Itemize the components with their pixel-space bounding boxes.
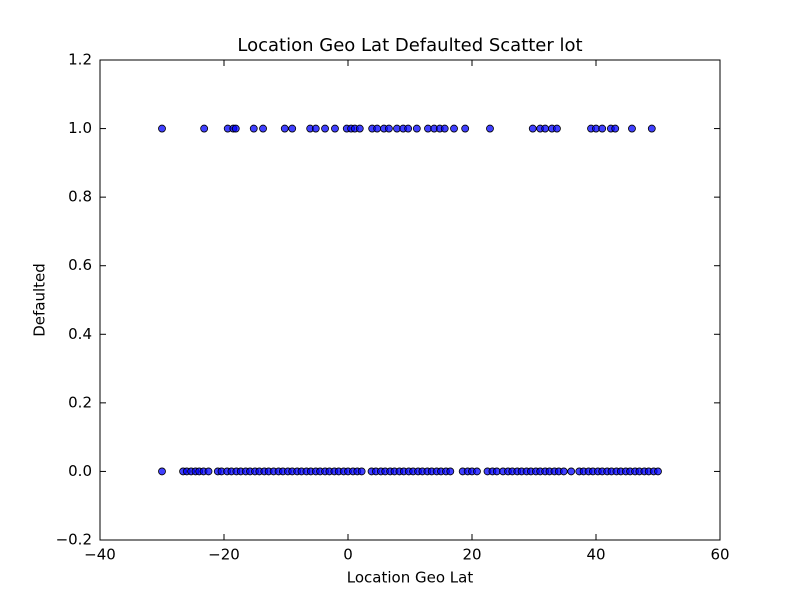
point [598,124,607,133]
point [373,124,382,133]
point [331,124,339,133]
axes-frame [99,59,721,541]
point [473,467,481,476]
chart-title: Location Geo Lat Defaulted Scatter lot [237,35,582,56]
point [528,124,537,133]
y-axis-label: Defaulted [31,263,49,337]
point [628,124,636,133]
point [450,124,458,133]
point [404,124,413,133]
point [461,124,470,133]
point [200,124,209,133]
x-tick-label: 20 [462,546,481,564]
y-tick-label: 0.8 [68,188,92,206]
point [231,124,240,133]
point [541,124,550,133]
x-tick-label: −40 [84,546,116,564]
point [446,467,455,476]
y-tick-label: 0.6 [68,256,92,274]
point [357,467,366,476]
point [486,124,494,133]
y-tick-label: 0.4 [68,325,92,343]
point [249,124,258,133]
x-tick-label: 0 [343,546,353,564]
point [158,467,166,476]
point [385,124,393,133]
point [288,124,297,133]
point [567,467,576,476]
plot-area [158,124,662,476]
point [158,124,166,133]
point [280,124,289,133]
x-tick-label: 60 [710,546,729,564]
point [311,124,320,133]
x-tick-label: 40 [586,546,605,564]
y-tick-label: −0.2 [56,531,92,549]
y-tick-label: 1.2 [68,51,92,69]
point [321,124,329,133]
point [204,467,213,476]
point [611,124,620,133]
x-tick-label: −20 [208,546,240,564]
point [355,124,364,133]
point [654,467,662,476]
y-tick-label: 0.0 [68,462,92,480]
point [647,124,656,133]
y-tick-label: 1.0 [68,119,92,137]
point [553,124,561,133]
point [259,124,267,133]
y-tick-label: 0.2 [68,393,92,411]
x-axis-label: Location Geo Lat [347,569,474,587]
point [440,124,449,133]
point [559,467,568,476]
point [412,124,421,133]
